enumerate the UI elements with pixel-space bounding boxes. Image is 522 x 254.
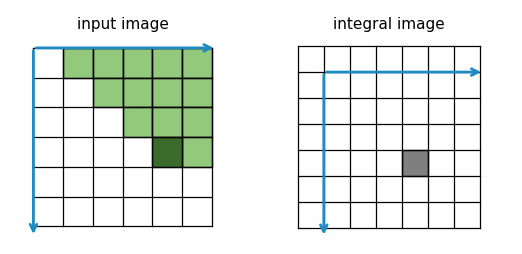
- Bar: [123, 48, 152, 78]
- Bar: [182, 78, 212, 107]
- Bar: [152, 48, 182, 78]
- Bar: [93, 78, 123, 107]
- Bar: [152, 137, 182, 167]
- Bar: [93, 48, 123, 78]
- Title: integral image: integral image: [333, 17, 445, 32]
- Bar: [123, 78, 152, 107]
- Bar: [182, 48, 212, 78]
- Bar: [402, 150, 428, 176]
- Title: input image: input image: [77, 17, 169, 32]
- Bar: [123, 107, 152, 137]
- Bar: [152, 78, 182, 107]
- Bar: [182, 137, 212, 167]
- Bar: [63, 48, 93, 78]
- Bar: [182, 107, 212, 137]
- Bar: [152, 107, 182, 137]
